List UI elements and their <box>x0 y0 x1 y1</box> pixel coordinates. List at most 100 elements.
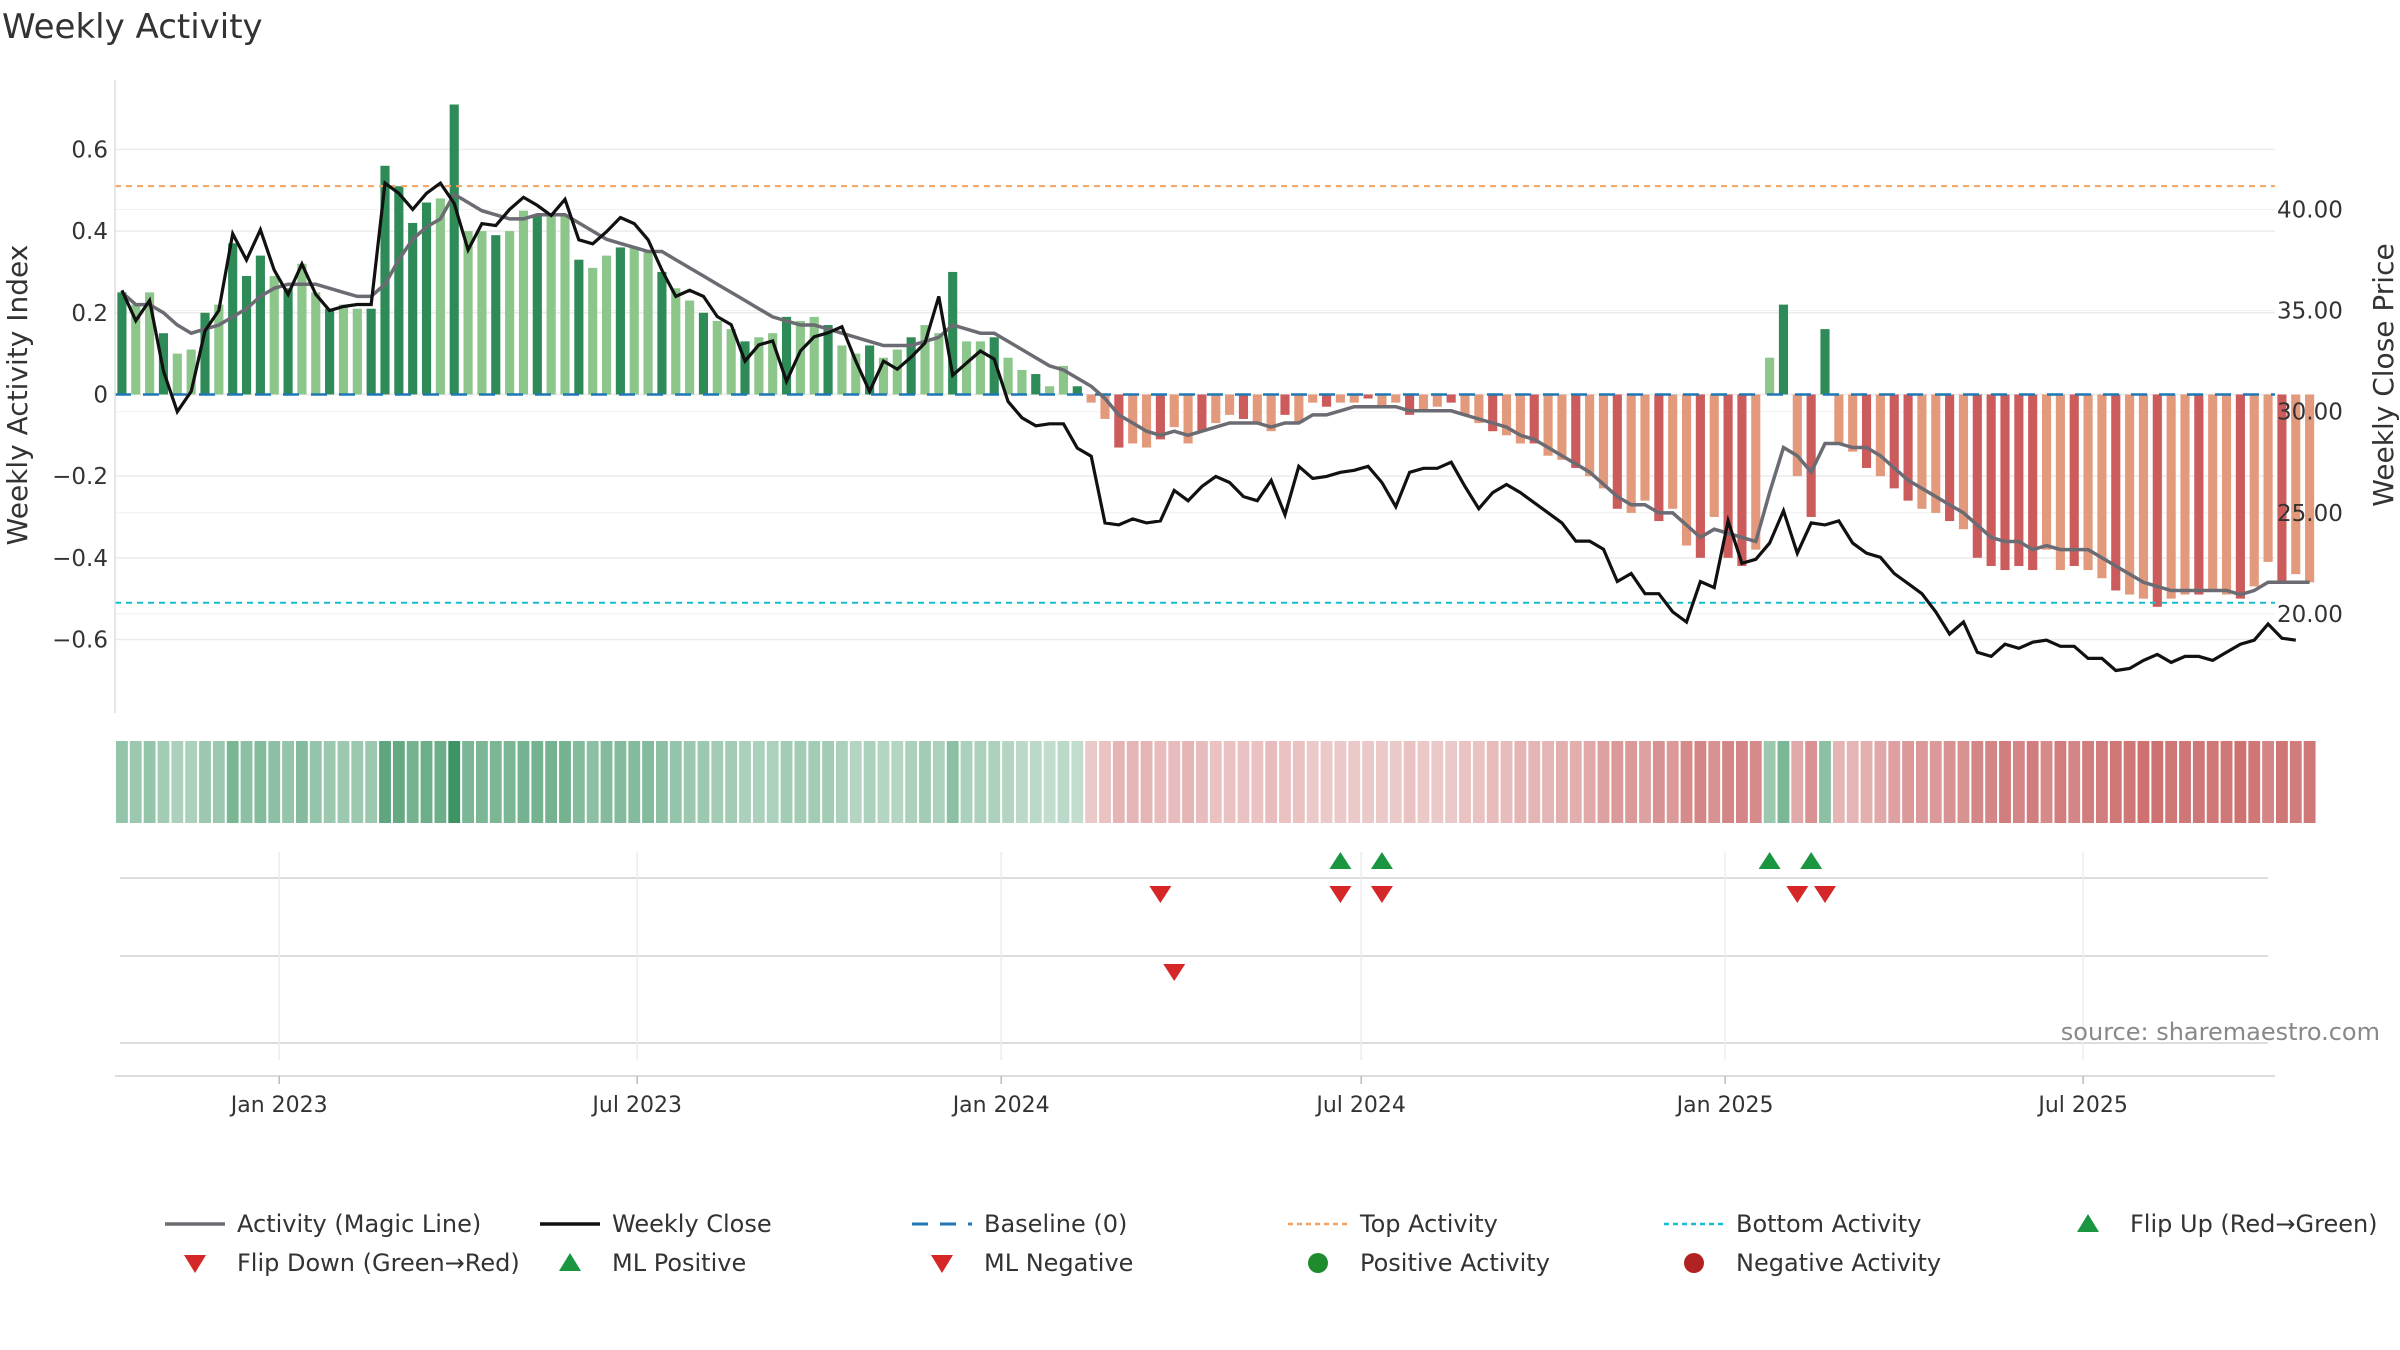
activity-bar <box>1141 394 1152 448</box>
legend-label: Weekly Close <box>612 1210 772 1238</box>
activity-bar <box>2041 394 2052 550</box>
heat-strip-cell <box>1971 741 1984 823</box>
activity-bar <box>892 349 902 395</box>
activity-bar <box>754 337 764 395</box>
activity-bar <box>989 337 999 395</box>
activity-bar <box>1640 394 1650 501</box>
activity-bar <box>2014 394 2024 566</box>
activity-bar <box>1972 394 1982 558</box>
heat-strip-cell <box>2068 741 2081 823</box>
activity-bar <box>200 312 210 395</box>
heat-strip-cell <box>420 741 433 823</box>
heat-strip-cell <box>725 741 738 823</box>
ml-negative-marker <box>1163 964 1186 981</box>
heat-strip-cell <box>1832 741 1845 823</box>
activity-bar <box>975 341 985 395</box>
activity-bar <box>1072 386 1082 395</box>
activity-bar <box>1252 394 1262 424</box>
activity-bar <box>1778 304 1789 395</box>
heat-strip-cell <box>1999 741 2011 823</box>
activity-bar <box>1128 394 1138 444</box>
heat-strip-cell <box>1029 741 1042 823</box>
activity-bar <box>629 247 639 395</box>
x-tick-label: Jul 2025 <box>2036 1093 2128 1118</box>
heat-strip-cell <box>1916 741 1928 823</box>
heat-strip-cell <box>1874 741 1887 823</box>
activity-bar <box>601 255 612 395</box>
series-lines <box>120 180 2310 673</box>
heat-strip-cell <box>739 741 751 823</box>
chart-title: Weekly Activity <box>2 7 263 47</box>
heat-strip-cell <box>1182 741 1194 823</box>
heat-strip-cell <box>919 741 931 823</box>
activity-bar <box>795 320 805 395</box>
activity-bar <box>394 186 404 395</box>
heat-strip-cell <box>572 741 585 823</box>
activity-bar <box>532 214 542 395</box>
heat-strip-cell <box>877 741 890 823</box>
activity-bar <box>408 222 418 395</box>
activity-bar <box>1681 394 1692 546</box>
heat-strip-cell <box>2192 741 2205 823</box>
heat-strip-cell <box>171 741 184 823</box>
heat-strip-cell <box>1265 741 1278 823</box>
y-left-axis-title: Weekly Activity Index <box>1 245 34 546</box>
heat-strip-cell <box>1666 741 1679 823</box>
heat-strip-cell <box>392 741 405 823</box>
activity-bars <box>117 104 2315 607</box>
activity-bar <box>283 288 293 395</box>
activity-bar <box>1238 394 1249 419</box>
activity-bar <box>2221 394 2232 595</box>
heat-strip-cell <box>462 741 474 823</box>
activity-bar <box>2069 394 2079 566</box>
heat-strip-cell <box>1043 741 1056 823</box>
activity-bar <box>2166 394 2176 599</box>
heat-strip-cell <box>697 741 710 823</box>
heat-strip-cell <box>1583 741 1596 823</box>
activity-bar <box>2263 394 2273 562</box>
activity-bar <box>1958 394 1969 530</box>
heat-strip-cell <box>2276 741 2288 823</box>
activity-bar <box>1529 394 1539 444</box>
heat-strip-cell <box>2054 741 2067 823</box>
legend-label: Top Activity <box>1359 1210 1498 1238</box>
axes: 0.6 0.4 0.2 0 −0.2 −0.4 −0.6 40.00 35.00 30.00 25.… <box>1 80 2400 713</box>
heat-strip-cell <box>337 741 350 823</box>
heat-strip-cell <box>1126 741 1139 823</box>
activity-bar <box>546 214 556 395</box>
activity-bar <box>1889 394 1899 489</box>
heat-strip-cell <box>1625 741 1638 823</box>
activity-bar <box>2291 394 2301 575</box>
heat-strip-cell <box>1403 741 1416 823</box>
activity-bar <box>1875 394 1885 477</box>
heat-strip-cell <box>1071 741 1084 823</box>
activity-bar <box>311 292 321 395</box>
activity-bar <box>961 341 972 395</box>
activity-bar <box>698 312 709 395</box>
heat-strip-cell <box>600 741 613 823</box>
activity-bar <box>823 325 833 395</box>
activity-bar <box>1945 394 1955 522</box>
heat-strip-cell <box>1652 741 1665 823</box>
heat-strip-cell <box>2206 741 2219 823</box>
y-right-axis-title: Weekly Close Price <box>2367 243 2400 506</box>
heat-strip-cell <box>379 741 391 823</box>
activity-bar <box>1917 394 1927 509</box>
x-tick-label: Jul 2024 <box>1314 1093 1406 1118</box>
heat-strip-cell <box>1168 741 1181 823</box>
source-note: source: sharemaestro.com <box>2061 1018 2380 1046</box>
flip-up-marker <box>1329 852 1352 869</box>
y-left-tick-label: 0.6 <box>71 137 108 163</box>
activity-bar <box>269 276 279 395</box>
activity-bar <box>1557 394 1567 460</box>
activity-bar <box>1211 394 1221 424</box>
heat-strip-cell <box>2234 741 2247 823</box>
activity-bar <box>2277 394 2287 583</box>
heat-strip-cell <box>129 741 142 823</box>
activity-bar <box>1405 394 1415 415</box>
heat-strip-cell <box>268 741 281 823</box>
heat-strip-cell <box>1237 741 1250 823</box>
magic-line-series <box>120 191 2310 597</box>
heat-strip-cell <box>2151 741 2164 823</box>
